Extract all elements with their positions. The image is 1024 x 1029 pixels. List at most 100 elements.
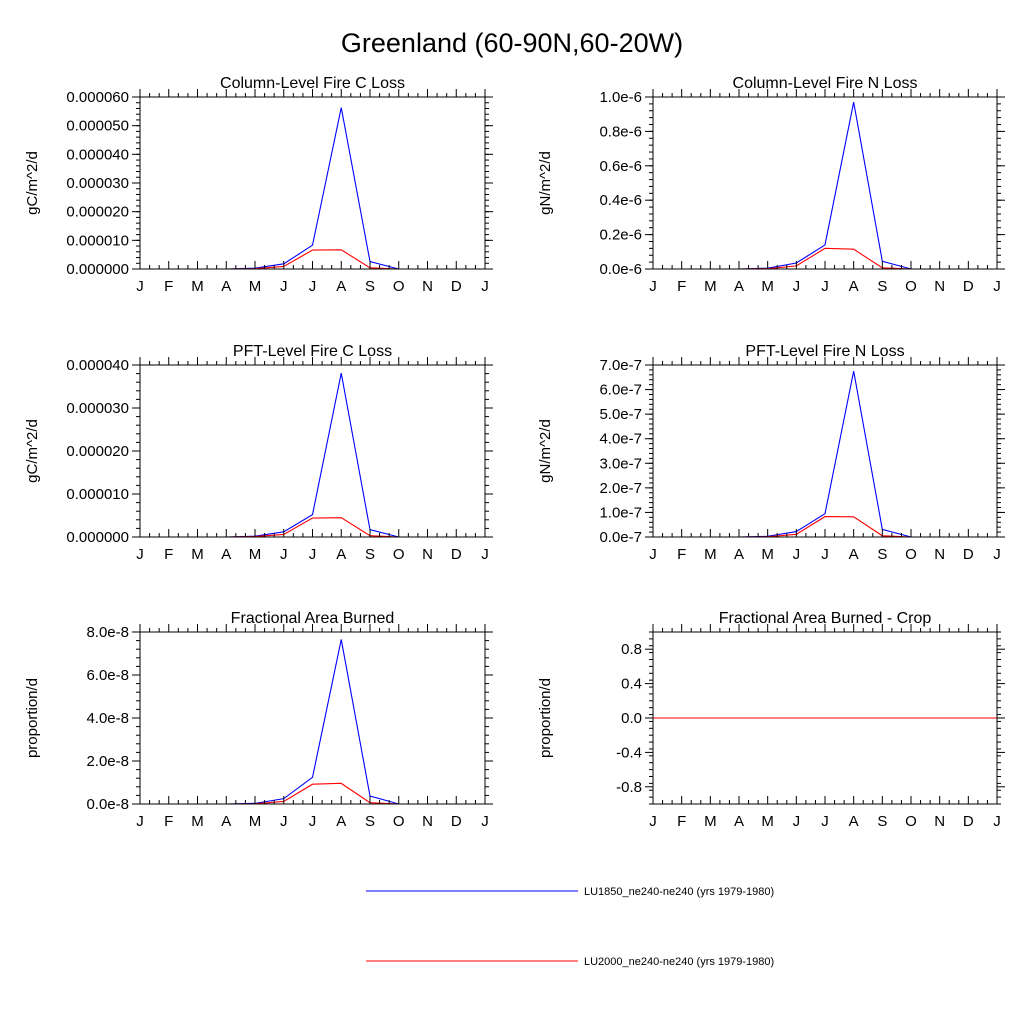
x-tick-label: A	[336, 813, 346, 830]
x-tick-label: O	[393, 278, 405, 295]
x-tick-label: A	[849, 546, 859, 563]
x-tick-label: M	[191, 546, 204, 563]
x-tick-label: J	[481, 278, 489, 295]
x-tick-label: A	[221, 546, 231, 563]
x-tick-label: A	[221, 813, 231, 830]
y-tick-label: 4.0e-8	[86, 710, 129, 727]
x-tick-label: J	[309, 546, 317, 563]
x-tick-label: J	[136, 546, 144, 563]
panel-title: Column-Level Fire C Loss	[220, 75, 405, 92]
x-tick-label: J	[649, 278, 657, 295]
x-tick-label: D	[963, 278, 974, 295]
y-tick-label: 5.0e-7	[599, 406, 642, 423]
x-tick-label: A	[849, 278, 859, 295]
y-tick-label: 0.000060	[66, 89, 129, 106]
y-tick-label: 3.0e-7	[599, 455, 642, 472]
x-tick-label: A	[734, 546, 744, 563]
y-tick-label: 0.000010	[66, 232, 129, 249]
series-line	[653, 371, 997, 538]
x-tick-label: O	[905, 278, 917, 295]
x-tick-label: F	[677, 813, 686, 830]
x-tick-label: N	[934, 546, 945, 563]
x-tick-label: D	[963, 813, 974, 830]
x-tick-label: F	[677, 546, 686, 563]
x-tick-label: S	[877, 813, 887, 830]
x-tick-label: M	[249, 813, 262, 830]
y-tick-label: 0.000020	[66, 443, 129, 460]
x-tick-label: F	[164, 546, 173, 563]
x-tick-label: N	[422, 546, 433, 563]
x-tick-label: J	[993, 278, 1001, 295]
y-tick-label: 0.000010	[66, 486, 129, 503]
y-tick-label: 0.4e-6	[599, 192, 642, 209]
x-tick-label: F	[677, 278, 686, 295]
x-tick-label: S	[365, 813, 375, 830]
y-axis-label: proportion/d	[24, 678, 41, 758]
x-tick-label: A	[336, 546, 346, 563]
y-tick-label: 0.000030	[66, 400, 129, 417]
x-tick-label: J	[280, 278, 288, 295]
y-tick-label: 0.0e-7	[599, 529, 642, 546]
x-tick-label: D	[963, 546, 974, 563]
y-tick-label: 0.6e-6	[599, 158, 642, 175]
y-tick-label: 0.000030	[66, 175, 129, 192]
x-tick-label: O	[905, 813, 917, 830]
x-tick-label: N	[422, 278, 433, 295]
x-tick-label: J	[280, 813, 288, 830]
x-tick-label: S	[365, 278, 375, 295]
plot-frame	[139, 364, 486, 538]
y-tick-label: 0.000000	[66, 261, 129, 278]
page-title: Greenland (60-90N,60-20W)	[341, 28, 683, 58]
x-tick-label: M	[761, 813, 774, 830]
y-tick-label: 2.0e-7	[599, 480, 642, 497]
y-tick-label: 0.0	[621, 710, 642, 727]
panel-title: PFT-Level Fire C Loss	[233, 343, 392, 360]
x-tick-label: J	[821, 813, 829, 830]
chart-panel: Fractional Area Burned - Crop proportion/…	[537, 610, 1005, 830]
x-tick-label: J	[793, 546, 801, 563]
y-tick-label: 0.4	[621, 676, 642, 693]
x-tick-label: F	[164, 278, 173, 295]
y-tick-label: 0.0e-8	[86, 796, 129, 813]
x-tick-label: J	[821, 278, 829, 295]
x-tick-label: J	[649, 546, 657, 563]
x-tick-label: A	[734, 813, 744, 830]
x-tick-label: M	[761, 278, 774, 295]
x-tick-label: N	[934, 813, 945, 830]
y-tick-label: 4.0e-7	[599, 431, 642, 448]
x-tick-label: M	[704, 278, 717, 295]
y-tick-label: 1.0e-6	[599, 89, 642, 106]
y-tick-label: 1.0e-7	[599, 504, 642, 521]
x-tick-label: O	[905, 546, 917, 563]
x-tick-label: M	[704, 546, 717, 563]
y-tick-label: 0.0e-6	[599, 261, 642, 278]
series-line	[140, 107, 485, 270]
y-axis-label: gN/m^2/d	[537, 151, 554, 215]
x-tick-label: J	[993, 813, 1001, 830]
y-tick-label: 0.8	[621, 641, 642, 658]
x-tick-label: J	[309, 813, 317, 830]
legend-item: LU2000_ne240-ne240 (yrs 1979-1980)	[366, 956, 774, 968]
x-tick-label: S	[877, 278, 887, 295]
series-line	[653, 102, 997, 270]
y-axis-label: gC/m^2/d	[24, 151, 41, 215]
x-tick-label: N	[934, 278, 945, 295]
x-tick-label: S	[877, 546, 887, 563]
y-tick-label: 0.8e-6	[599, 123, 642, 140]
x-tick-label: J	[280, 546, 288, 563]
x-tick-label: M	[249, 278, 262, 295]
x-tick-label: M	[704, 813, 717, 830]
panel-title: PFT-Level Fire N Loss	[745, 343, 904, 360]
x-tick-label: J	[136, 813, 144, 830]
y-tick-label: 6.0e-8	[86, 667, 129, 684]
x-tick-label: A	[734, 278, 744, 295]
x-tick-label: J	[481, 546, 489, 563]
x-tick-label: J	[821, 546, 829, 563]
x-tick-label: O	[393, 546, 405, 563]
